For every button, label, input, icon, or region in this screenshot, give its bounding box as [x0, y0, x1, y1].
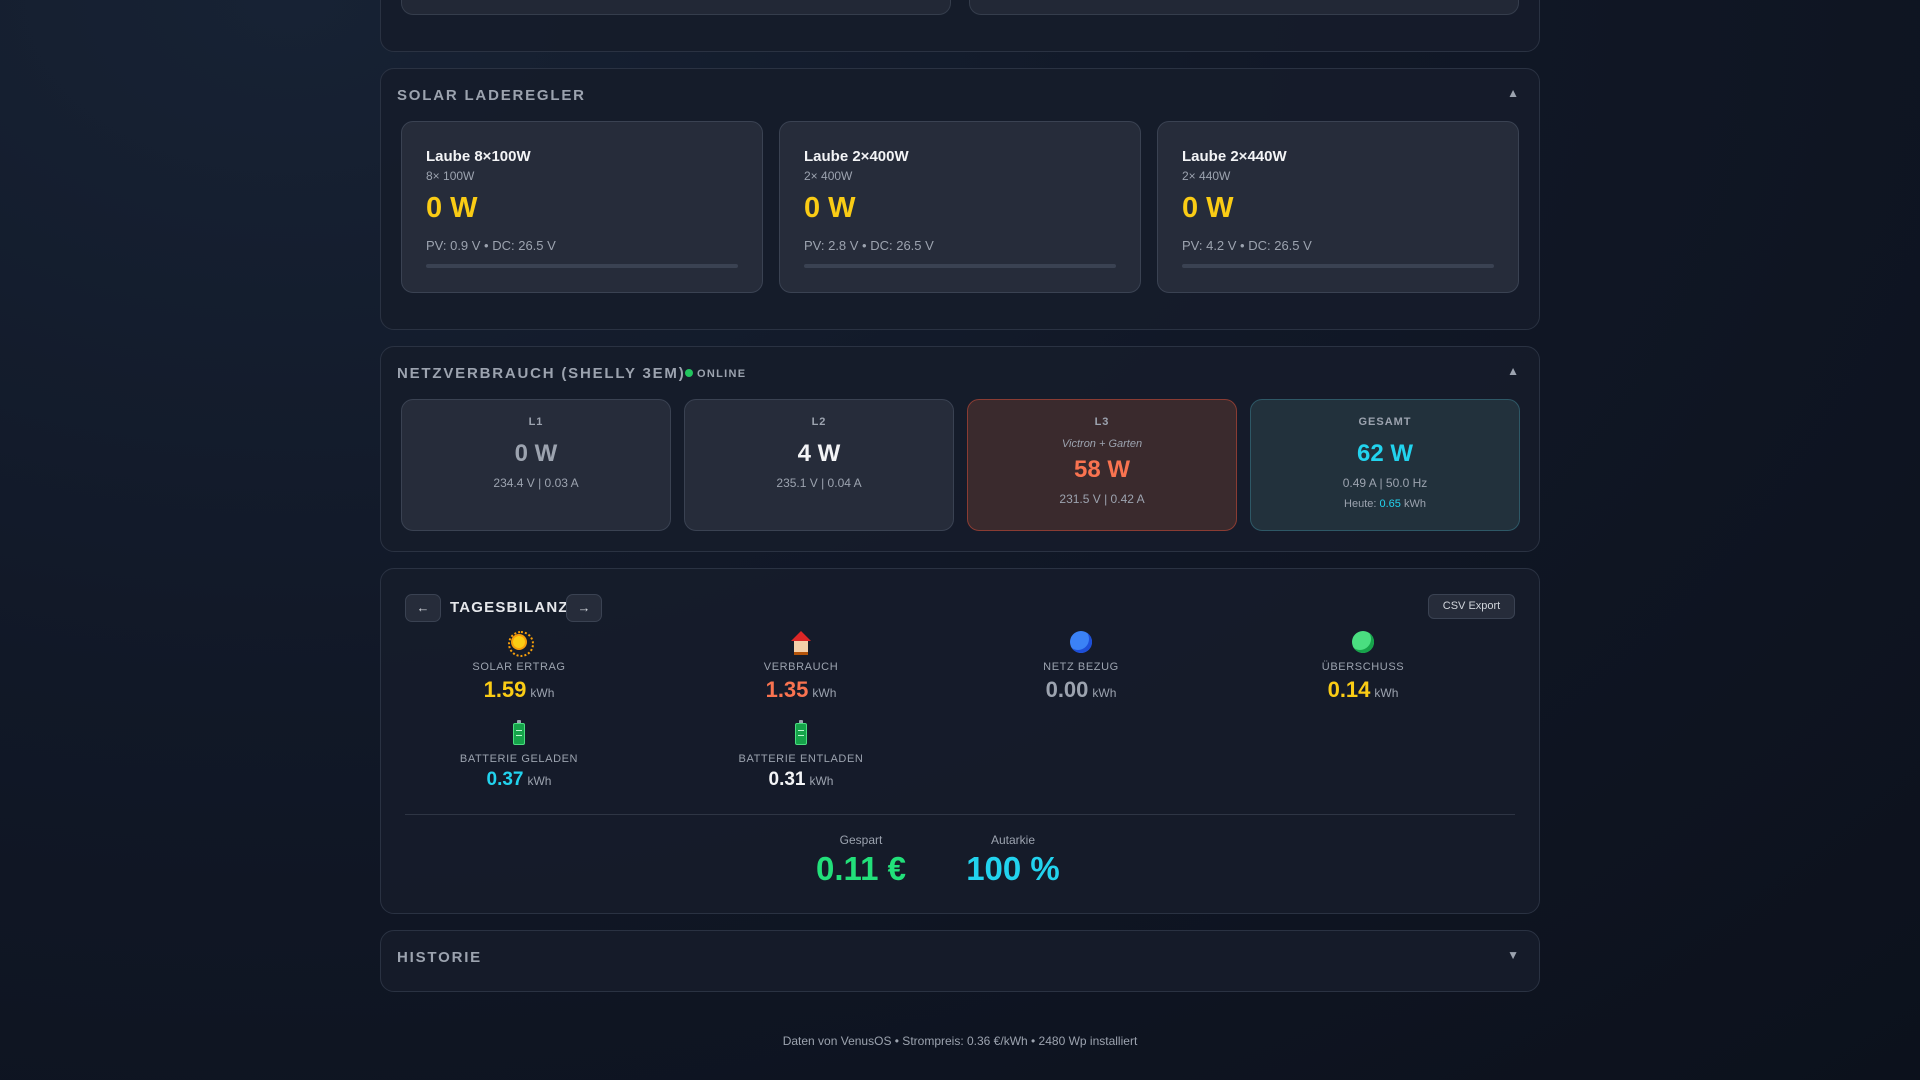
stat-battery-charged: BATTERIE GELADEN 0.37 kWh: [409, 720, 629, 791]
charger-power: 0 W: [1182, 192, 1234, 224]
previous-section: [380, 0, 1540, 52]
phase-power: 4 W: [797, 440, 841, 467]
next-day-button[interactable]: →: [566, 594, 602, 622]
charger-detail: PV: 4.2 V • DC: 26.5 V: [1182, 238, 1312, 253]
charger-card: Laube 2×440W 2× 440W 0 W PV: 4.2 V • DC:…: [1157, 121, 1519, 293]
solar-collapse-toggle[interactable]: ▲: [1507, 86, 1519, 100]
charger-load-bar: [426, 264, 738, 268]
phase-hint: Victron + Garten: [1061, 438, 1143, 450]
previous-day-button[interactable]: ←: [405, 594, 441, 622]
grid-section-title: NETZVERBRAUCH (SHELLY 3EM): [397, 365, 686, 382]
solar-section: SOLAR LADEREGLER ▲ Laube 8×100W 8× 100W …: [380, 68, 1540, 330]
phase-label: L1: [528, 416, 544, 428]
history-section-title: HISTORIE: [397, 949, 482, 966]
phase-card-l3: L3 Victron + Garten 58 W 231.5 V | 0.42 …: [967, 399, 1237, 531]
grid-section: NETZVERBRAUCH (SHELLY 3EM) ONLINE ▲ L1 0…: [380, 346, 1540, 552]
phase-card-total: GESAMT 62 W 0.49 A | 50.0 Hz Heute: 0.65…: [1250, 399, 1520, 531]
total-detail: 0.49 A | 50.0 Hz: [1342, 476, 1428, 490]
daily-balance-section: ← TAGESBILANZ → CSV Export SOLAR ERTRAG …: [380, 568, 1540, 914]
sun-icon: [508, 631, 534, 657]
total-power: 62 W: [1356, 440, 1413, 467]
total-today: Heute: 0.65 kWh: [1344, 498, 1426, 510]
divider: [405, 814, 1515, 815]
grid-collapse-toggle[interactable]: ▲: [1507, 364, 1519, 378]
stat-solar-yield: SOLAR ERTRAG 1.59 kWh: [409, 631, 629, 703]
house-icon: [790, 631, 812, 655]
charger-card: Laube 8×100W 8× 100W 0 W PV: 0.9 V • DC:…: [401, 121, 763, 293]
charger-power: 0 W: [426, 192, 478, 224]
phase-detail: 231.5 V | 0.42 A: [1059, 492, 1145, 506]
total-label: GESAMT: [1358, 416, 1412, 428]
phase-detail: 234.4 V | 0.03 A: [493, 476, 579, 490]
charger-sub: 2× 440W: [1182, 169, 1231, 183]
online-status-badge: ONLINE: [685, 368, 746, 380]
solar-section-title: SOLAR LADEREGLER: [397, 87, 586, 104]
charger-sub: 2× 400W: [804, 169, 853, 183]
status-dot-icon: [685, 369, 693, 377]
csv-export-button[interactable]: CSV Export: [1428, 594, 1515, 619]
charger-name: Laube 2×440W: [1182, 148, 1287, 165]
charger-load-bar: [804, 264, 1116, 268]
phase-card-l1: L1 0 W 234.4 V | 0.03 A: [401, 399, 671, 531]
autarky-summary: Autarkie 100 %: [966, 833, 1060, 887]
saved-summary: Gespart 0.11 €: [816, 833, 906, 887]
battery-icon: [513, 720, 525, 745]
phase-card-l2: L2 4 W 235.1 V | 0.04 A: [684, 399, 954, 531]
phase-power: 58 W: [1073, 456, 1130, 483]
history-section[interactable]: HISTORIE ▼: [380, 930, 1540, 992]
history-expand-toggle[interactable]: ▼: [1507, 948, 1519, 962]
previous-card-left: [401, 0, 951, 15]
blue-circle-icon: [1070, 631, 1092, 653]
previous-card-right: [969, 0, 1519, 15]
battery-icon: [795, 720, 807, 745]
charger-sub: 8× 100W: [426, 169, 475, 183]
stat-surplus: ÜBERSCHUSS 0.14 kWh: [1253, 631, 1473, 703]
stat-consumption: VERBRAUCH 1.35 kWh: [691, 631, 911, 703]
phase-label: L2: [811, 416, 827, 428]
footer-info: Daten von VenusOS • Strompreis: 0.36 €/k…: [782, 1034, 1138, 1048]
phase-label: L3: [1094, 416, 1110, 428]
green-circle-icon: [1352, 631, 1374, 653]
charger-detail: PV: 2.8 V • DC: 26.5 V: [804, 238, 934, 253]
daily-balance-title: TAGESBILANZ: [450, 599, 569, 616]
charger-name: Laube 2×400W: [804, 148, 909, 165]
stat-battery-discharged: BATTERIE ENTLADEN 0.31 kWh: [691, 720, 911, 791]
charger-power: 0 W: [804, 192, 856, 224]
stat-grid-import: NETZ BEZUG 0.00 kWh: [971, 631, 1191, 703]
charger-name: Laube 8×100W: [426, 148, 531, 165]
phase-power: 0 W: [514, 440, 558, 467]
charger-load-bar: [1182, 264, 1494, 268]
phase-detail: 235.1 V | 0.04 A: [776, 476, 862, 490]
charger-detail: PV: 0.9 V • DC: 26.5 V: [426, 238, 556, 253]
charger-card: Laube 2×400W 2× 400W 0 W PV: 2.8 V • DC:…: [779, 121, 1141, 293]
